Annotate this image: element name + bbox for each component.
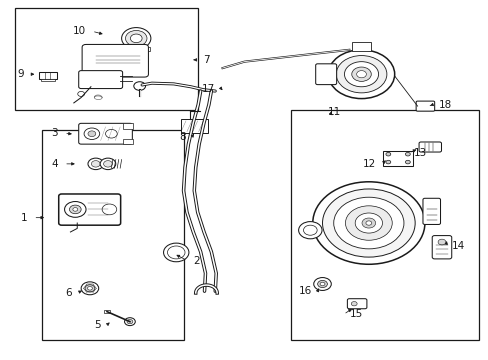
Circle shape: [124, 318, 135, 325]
Circle shape: [320, 282, 325, 286]
Circle shape: [122, 28, 151, 49]
Circle shape: [405, 152, 409, 156]
Circle shape: [88, 131, 96, 136]
Circle shape: [125, 31, 147, 46]
FancyBboxPatch shape: [79, 71, 122, 89]
Circle shape: [356, 71, 366, 78]
Circle shape: [78, 91, 84, 96]
Bar: [104, 310, 110, 314]
Circle shape: [85, 285, 95, 292]
FancyBboxPatch shape: [346, 299, 366, 309]
Circle shape: [344, 62, 378, 87]
Bar: [122, 47, 150, 51]
FancyBboxPatch shape: [315, 64, 336, 85]
Circle shape: [130, 34, 142, 42]
Text: 1: 1: [21, 213, 27, 222]
Circle shape: [100, 158, 116, 170]
Circle shape: [87, 287, 92, 290]
Circle shape: [385, 152, 390, 156]
Bar: [39, 72, 57, 79]
Circle shape: [354, 213, 382, 233]
Text: 12: 12: [362, 159, 375, 169]
Circle shape: [335, 55, 386, 93]
Text: 15: 15: [348, 310, 362, 319]
Text: 5: 5: [94, 320, 101, 330]
Text: 2: 2: [193, 256, 200, 266]
Circle shape: [361, 218, 375, 228]
Circle shape: [312, 182, 424, 264]
Circle shape: [350, 302, 356, 306]
Circle shape: [167, 246, 184, 259]
Text: 4: 4: [52, 159, 58, 169]
FancyBboxPatch shape: [415, 101, 434, 111]
Circle shape: [103, 161, 112, 167]
Circle shape: [105, 130, 117, 138]
Text: 9: 9: [18, 69, 24, 79]
Text: 3: 3: [52, 129, 58, 138]
Circle shape: [88, 158, 103, 170]
Circle shape: [317, 280, 327, 288]
Text: 18: 18: [438, 100, 451, 110]
FancyBboxPatch shape: [418, 142, 441, 152]
Circle shape: [102, 204, 117, 215]
Text: 13: 13: [413, 148, 427, 158]
Circle shape: [385, 160, 390, 164]
Circle shape: [328, 50, 394, 99]
Bar: [290, 110, 478, 339]
FancyBboxPatch shape: [82, 44, 148, 77]
Bar: [122, 123, 133, 129]
Circle shape: [351, 67, 370, 81]
Text: 11: 11: [327, 107, 341, 117]
Circle shape: [303, 225, 317, 235]
Text: 7: 7: [203, 55, 209, 65]
Circle shape: [134, 82, 145, 90]
Bar: [122, 139, 133, 144]
Bar: [15, 8, 198, 110]
Circle shape: [298, 222, 322, 239]
Circle shape: [64, 202, 86, 217]
Circle shape: [365, 221, 371, 225]
Circle shape: [322, 189, 414, 257]
Circle shape: [405, 160, 409, 164]
Circle shape: [345, 206, 391, 240]
Bar: [351, 42, 370, 51]
Circle shape: [163, 243, 188, 262]
Text: 17: 17: [202, 84, 215, 94]
Circle shape: [81, 282, 99, 295]
Text: 6: 6: [64, 288, 71, 298]
FancyBboxPatch shape: [422, 198, 440, 225]
FancyBboxPatch shape: [431, 235, 451, 259]
Text: 16: 16: [298, 286, 311, 296]
Text: 10: 10: [73, 26, 86, 36]
Bar: [42, 130, 183, 339]
Bar: [41, 79, 55, 81]
Circle shape: [91, 161, 100, 167]
Circle shape: [73, 208, 78, 211]
Bar: [383, 150, 412, 166]
Circle shape: [84, 128, 100, 139]
Circle shape: [333, 197, 403, 249]
Bar: [181, 119, 207, 134]
Circle shape: [69, 205, 81, 214]
FancyBboxPatch shape: [59, 194, 121, 225]
Circle shape: [313, 278, 330, 291]
FancyBboxPatch shape: [79, 123, 132, 144]
Text: 8: 8: [179, 132, 185, 142]
Text: 14: 14: [451, 241, 464, 251]
Circle shape: [437, 239, 445, 245]
Circle shape: [127, 319, 133, 324]
